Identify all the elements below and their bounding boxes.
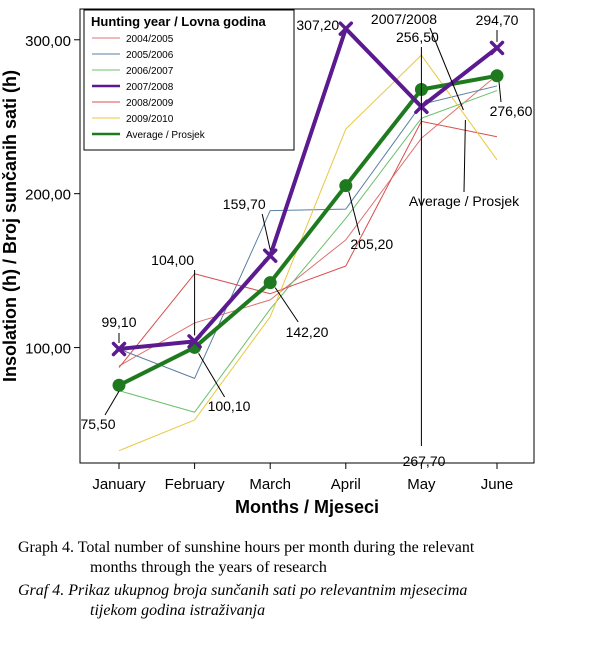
- data-label-2007-2008-february: 104,00: [151, 252, 194, 268]
- series-line-2004-2005: [118, 74, 498, 367]
- average-point-marker: [339, 179, 353, 193]
- x-tick-label: January: [92, 476, 146, 493]
- plot-frame: [79, 8, 535, 464]
- label-leader-line: [463, 119, 466, 193]
- y-tick-label: 200,00: [25, 187, 71, 204]
- data-label-average-january: 75,50: [80, 416, 115, 432]
- average-point-marker: [112, 378, 126, 392]
- legend-entry-label: 2008/2009: [126, 98, 174, 109]
- x-point-marker: [338, 21, 354, 36]
- x-tick-label: March: [249, 476, 291, 493]
- y-tick-label: 300,00: [25, 33, 71, 50]
- series-line-average-prosjek: [118, 73, 498, 388]
- axes: 100,00 200,00 300,00 January February March Ap…: [0, 33, 513, 517]
- label-leader-line: [198, 353, 226, 398]
- y-tick-label: 100,00: [25, 341, 71, 358]
- legend-entry-label: Average / Prosjek: [126, 130, 206, 141]
- data-label-average-march: 142,20: [286, 324, 329, 340]
- x-tick-label: June: [481, 476, 514, 493]
- caption-croatian-line1: Graf 4. Prikaz ukupnog broja sunčanih sa…: [18, 582, 468, 599]
- data-label-average-june: 276,60: [490, 103, 533, 119]
- x-point-marker: [187, 334, 202, 349]
- x-tick-label: May: [407, 476, 436, 493]
- series-line-2007-2008: [118, 26, 499, 351]
- x-tick-label: February: [165, 476, 226, 493]
- legend-entry-label: 2007/2008: [126, 82, 174, 93]
- legend-box: [83, 9, 295, 151]
- line-chart: 100,00 200,00 300,00 January February March Ap…: [0, 8, 535, 517]
- series-lines: [111, 21, 505, 452]
- label-leader-line: [498, 81, 502, 103]
- data-label-average-april: 205,20: [350, 236, 393, 252]
- label-leader-line: [274, 287, 299, 323]
- legend-entry-label: 2004/2005: [126, 34, 174, 45]
- data-label-2007-2008-january: 99,10: [101, 314, 136, 330]
- legend-entry-label: 2005/2006: [126, 50, 174, 61]
- series-label-average: Average / Prosjek: [409, 193, 520, 209]
- data-label-2007-2008-may: 256,50: [396, 29, 439, 45]
- series-line-2005-2006: [118, 85, 498, 379]
- x-point-marker: [262, 248, 278, 263]
- series-line-2006-2007: [118, 90, 498, 413]
- data-label-2007-2008-april: 307,20: [296, 17, 339, 33]
- caption-english-line1: Graph 4. Total number of sunshine hours …: [18, 539, 475, 556]
- label-leader-line: [261, 213, 271, 250]
- caption-english: Graph 4. Total number of sunshine hours …: [18, 538, 474, 578]
- data-label-2007-2008-june: 294,70: [476, 12, 519, 28]
- series-line-2008-2009: [118, 120, 498, 368]
- data-label-2007-2008-march: 159,70: [223, 196, 266, 212]
- label-leaders: [104, 27, 502, 446]
- legend-title: Hunting year / Lovna godina: [91, 14, 267, 29]
- data-label-average-may: 267,70: [403, 453, 446, 469]
- y-axis-title: Insolation (h) / Broj sunčanih sati (h): [0, 70, 20, 382]
- average-point-marker: [263, 276, 277, 290]
- legend-entry-label: 2006/2007: [126, 66, 174, 77]
- legend-entry-label: 2009/2010: [126, 114, 174, 125]
- series-line-2009-2010: [118, 54, 498, 452]
- caption-croatian-line2: tijekom godina istraživanja: [90, 602, 266, 619]
- x-axis-title: Months / Mjeseci: [235, 497, 379, 517]
- data-labels: 99,10 104,00 159,70 307,20 256,50 294,70 2007/…: [80, 11, 532, 469]
- label-leader-line: [348, 191, 361, 236]
- series-label-2007-2008: 2007/2008: [371, 11, 437, 27]
- x-point-marker: [111, 341, 127, 357]
- x-point-marker: [489, 40, 505, 56]
- average-point-marker: [490, 69, 504, 83]
- caption-english-line2: months through the years of research: [90, 559, 327, 576]
- data-label-average-february: 100,10: [208, 398, 251, 414]
- legend: Hunting year / Lovna godina 2004/2005 2005…: [83, 9, 295, 151]
- label-leader-line: [104, 391, 120, 416]
- x-tick-label: April: [331, 476, 361, 493]
- caption-croatian: Graf 4. Prikaz ukupnog broja sunčanih sa…: [18, 581, 467, 621]
- label-leader-line: [429, 27, 464, 111]
